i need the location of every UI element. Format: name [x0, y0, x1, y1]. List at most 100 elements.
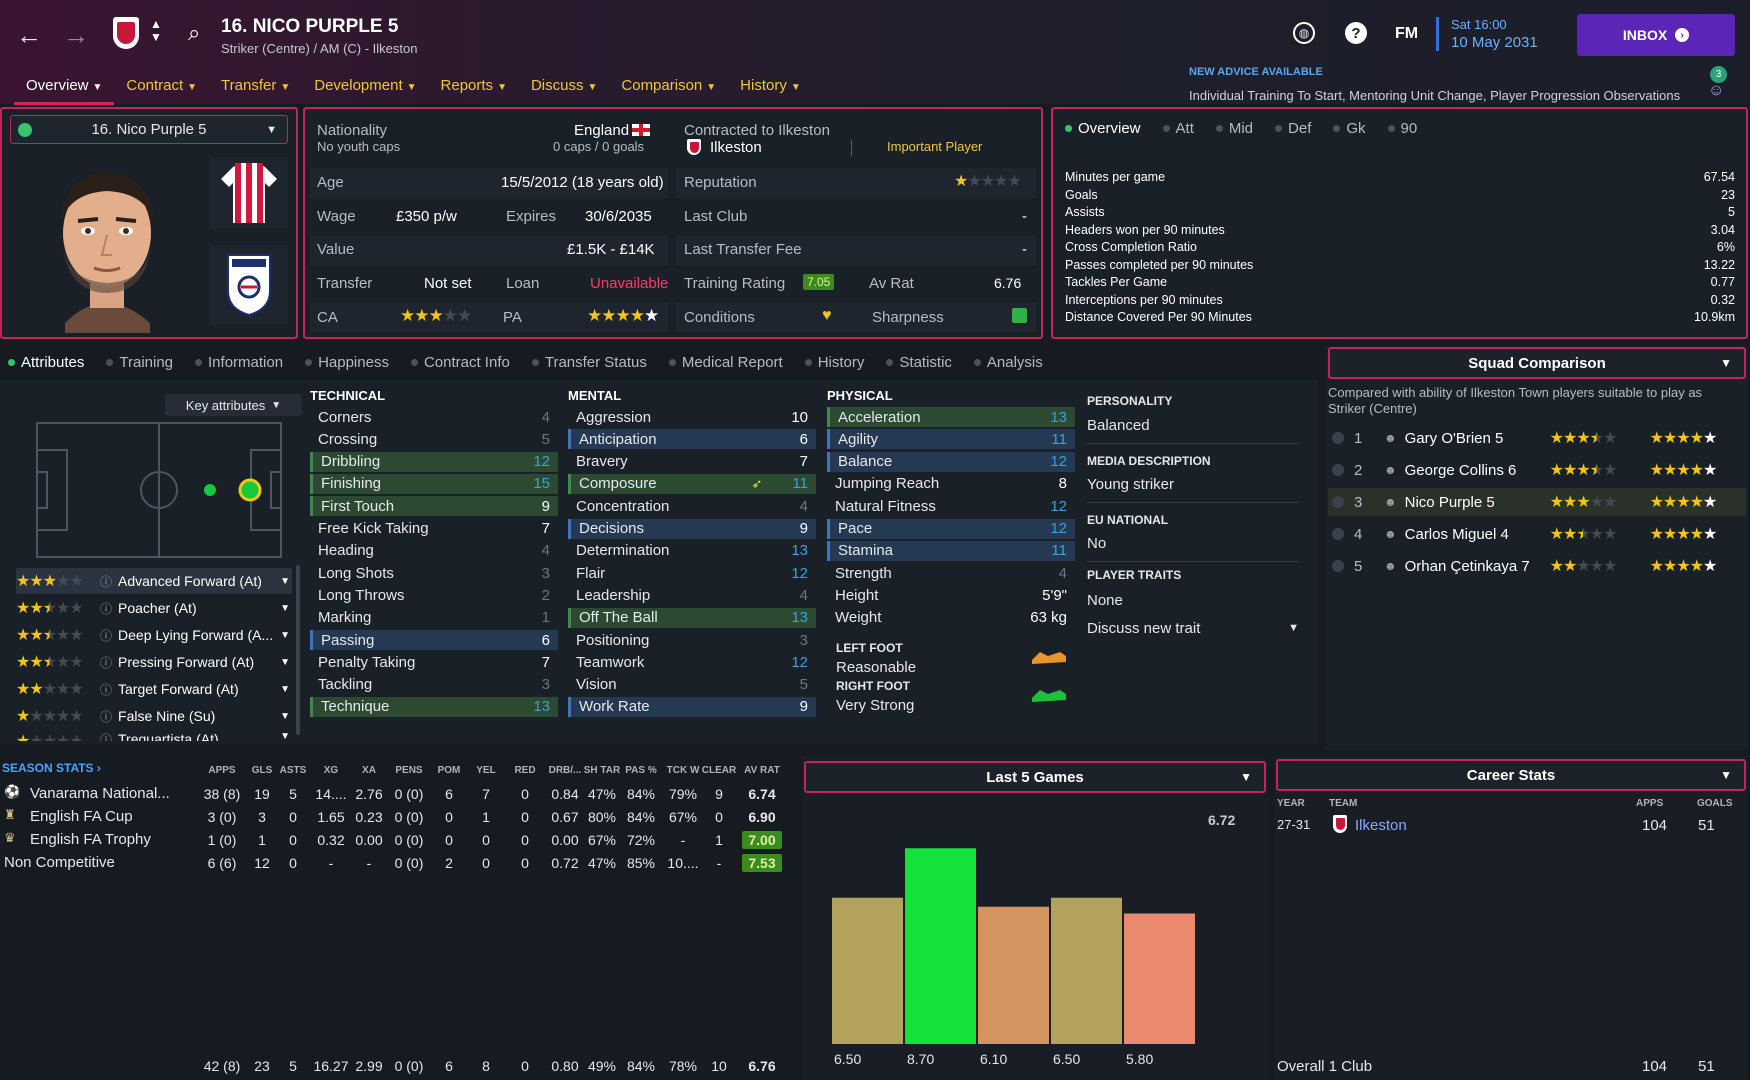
attribute-row[interactable]: Long Shots 3 [310, 563, 558, 583]
last5-bar[interactable] [832, 897, 903, 1044]
tab-transfer-status[interactable]: Transfer Status [531, 354, 647, 371]
menu-history[interactable]: History ▼ [728, 75, 813, 105]
season-stat-row[interactable]: ⚽ Vanarama National... 38 (8) 19 5 14.... 2.76… [0, 783, 798, 805]
season-stat-row[interactable]: ♛ English FA Trophy 1 (0) 1 0 0.32 0.00 0 (0) 0 0… [0, 829, 798, 851]
club-link[interactable]: Ilkeston [710, 139, 762, 156]
globe-icon[interactable]: ◍ [1293, 22, 1315, 44]
search-icon[interactable]: ⌕ [188, 20, 201, 45]
attribute-row[interactable]: Crossing 5 [310, 429, 558, 449]
key-attributes-dropdown[interactable]: Key attributes ▼ [165, 394, 302, 416]
attribute-row[interactable]: Positioning 3 [568, 630, 816, 650]
attribute-row[interactable]: Dribbling 12 [310, 451, 558, 472]
season-stats-link[interactable]: SEASON STATS › [2, 761, 101, 775]
advice-text[interactable]: Individual Training To Start, Mentoring … [1189, 88, 1681, 103]
attribute-row[interactable]: Flair 12 [568, 563, 816, 583]
forward-arrow-icon[interactable]: → [63, 20, 89, 50]
attribute-row[interactable]: First Touch 9 [310, 496, 558, 517]
season-stat-header[interactable]: PENS [395, 765, 423, 776]
tab-medical-report[interactable]: Medical Report [668, 354, 783, 371]
chevron-down-icon[interactable]: ▼ [280, 731, 290, 741]
attribute-row[interactable]: Determination 13 [568, 541, 816, 561]
attribute-row[interactable]: Concentration 4 [568, 496, 816, 516]
season-stat-header[interactable]: TCK W [666, 765, 700, 776]
attribute-row[interactable]: Pace 12 [827, 518, 1075, 539]
menu-contract[interactable]: Contract ▼ [114, 75, 209, 105]
last5-bar[interactable] [1124, 913, 1195, 1045]
attribute-row[interactable]: Decisions 9 [568, 518, 816, 539]
season-stat-header[interactable]: XG [323, 765, 339, 776]
tab-gk[interactable]: Gk [1333, 120, 1366, 137]
tab-mid[interactable]: Mid [1215, 120, 1253, 137]
last5-bar[interactable] [978, 906, 1049, 1044]
attribute-row[interactable]: Finishing 15 [310, 473, 558, 494]
squad-row[interactable]: 1 ☻ Gary O'Brien 5 ★★★★★ ★★★★★ [1328, 424, 1746, 452]
attribute-row[interactable]: Off The Ball 13 [568, 607, 816, 628]
help-icon[interactable]: ? [1345, 22, 1367, 44]
chevron-down-icon[interactable]: ▼ [280, 710, 290, 722]
season-stat-header[interactable]: GLS [251, 765, 273, 776]
attribute-row[interactable]: Aggression 10 [568, 407, 816, 427]
season-stat-row[interactable]: Non Competitive 6 (6) 12 0 - - 0 (0) 2 0 0 0.72 47%… [0, 852, 798, 874]
squad-row[interactable]: 2 ☻ George Collins 6 ★★★★★ ★★★★★ [1328, 456, 1746, 484]
attribute-row[interactable]: Teamwork 12 [568, 652, 816, 672]
attribute-row[interactable]: Natural Fitness 12 [827, 496, 1075, 516]
last5-bar[interactable] [905, 848, 976, 1044]
role-row[interactable]: ★★★★★ ⓘ Deep Lying Forward (A... ▼ [16, 623, 290, 647]
attribute-row[interactable]: Stamina 11 [827, 540, 1075, 561]
squad-row[interactable]: 4 ☻ Carlos Miguel 4 ★★★★★ ★★★★★ [1328, 520, 1746, 548]
attribute-row[interactable]: Technique 13 [310, 696, 558, 717]
tab-attributes[interactable]: Attributes [8, 354, 84, 371]
attribute-row[interactable]: Height 5'9" [827, 585, 1075, 605]
menu-transfer[interactable]: Transfer ▼ [209, 75, 302, 105]
season-stat-header[interactable]: APPS [208, 765, 236, 776]
squad-row[interactable]: 3 ☻ Nico Purple 5 ★★★★★ ★★★★★ [1328, 488, 1746, 516]
season-stat-header[interactable]: RED [514, 765, 536, 776]
role-row[interactable]: ★★★★★ ⓘ Poacher (At) ▼ [16, 596, 290, 620]
radio-icon[interactable] [1332, 496, 1344, 508]
attribute-row[interactable]: Agility 11 [827, 429, 1075, 450]
attribute-row[interactable]: Passing 6 [310, 630, 558, 650]
chevron-down-icon[interactable]: ▼ [280, 629, 290, 641]
attribute-row[interactable]: Acceleration 13 [827, 407, 1075, 427]
menu-comparison[interactable]: Comparison ▼ [609, 75, 728, 105]
info-icon[interactable]: ⓘ [100, 733, 113, 741]
tab-overview[interactable]: Overview [1065, 120, 1141, 137]
attribute-row[interactable]: Heading 4 [310, 541, 558, 561]
squad-row[interactable]: 5 ☻ Orhan Çetinkaya 7 ★★★★★ ★★★★★ [1328, 552, 1746, 580]
season-stat-header[interactable]: DRB/... [548, 765, 582, 776]
role-row[interactable]: ★★★★★ ⓘ Target Forward (At) ▼ [16, 677, 290, 701]
inbox-button[interactable]: INBOX › [1577, 14, 1735, 56]
roles-scrollbar[interactable] [296, 565, 300, 735]
attribute-row[interactable]: Jumping Reach 8 [827, 474, 1075, 494]
radio-icon[interactable] [1332, 528, 1344, 540]
season-stat-header[interactable]: YEL [476, 765, 496, 776]
season-stat-header[interactable]: AV RAT [744, 765, 780, 776]
player-select-dropdown[interactable]: 16. Nico Purple 5 ▼ [10, 115, 288, 144]
radio-icon[interactable] [1332, 560, 1344, 572]
menu-reports[interactable]: Reports ▼ [429, 75, 519, 105]
attribute-row[interactable]: Strength 4 [827, 563, 1075, 583]
role-row[interactable]: ★★★★★ ⓘ Pressing Forward (At) ▼ [16, 650, 290, 674]
season-stat-header[interactable]: XA [362, 765, 376, 776]
info-icon[interactable]: ⓘ [100, 574, 113, 589]
radio-icon[interactable] [1332, 432, 1344, 444]
fm-logo[interactable]: FM [1395, 25, 1419, 42]
attribute-row[interactable]: Corners 4 [310, 407, 558, 427]
tab-happiness[interactable]: Happiness [305, 354, 389, 371]
role-row[interactable]: ★★★★★ ⓘ Advanced Forward (At) ▼ [16, 569, 290, 593]
tab-history[interactable]: History [804, 354, 864, 371]
chevron-down-icon[interactable]: ▼ [280, 575, 290, 587]
attribute-row[interactable]: Balance 12 [827, 451, 1075, 472]
loan-value[interactable]: Unavailable [590, 275, 669, 292]
last5-bar[interactable] [1051, 897, 1122, 1044]
menu-development[interactable]: Development ▼ [302, 75, 428, 105]
career-team-link[interactable]: Ilkeston [1355, 817, 1407, 834]
chevron-down-icon[interactable]: ▼ [280, 683, 290, 695]
radio-icon[interactable] [1332, 464, 1344, 476]
nationality-value[interactable]: England [574, 122, 630, 139]
menu-overview[interactable]: Overview ▼ [14, 75, 115, 105]
tab-information[interactable]: Information [195, 354, 283, 371]
attribute-row[interactable]: Marking 1 [310, 608, 558, 628]
info-icon[interactable]: ⓘ [100, 709, 113, 724]
